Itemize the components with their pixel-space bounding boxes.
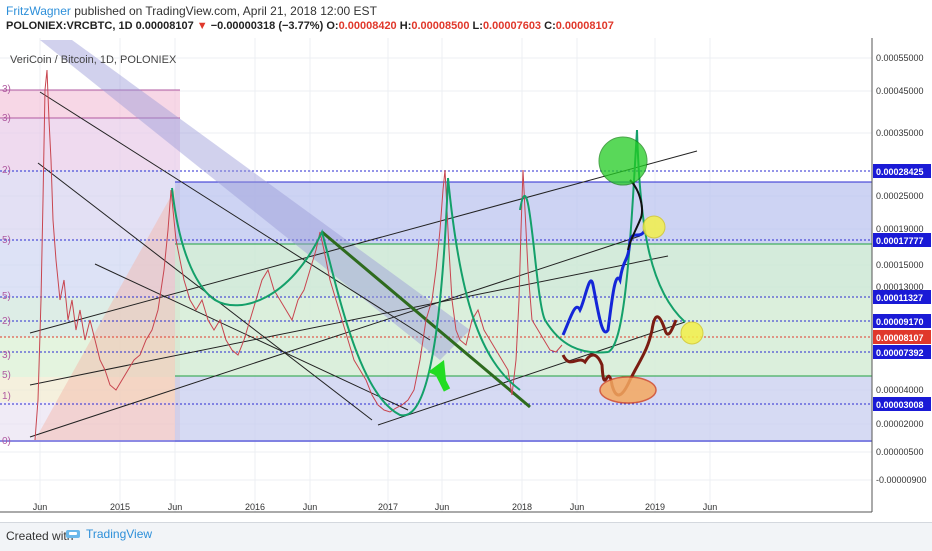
x-tick-label: 2019 xyxy=(645,502,665,512)
y-tick-label: 0.00002000 xyxy=(876,419,924,429)
x-tick-label: Jun xyxy=(303,502,318,512)
y-tick-label: 0.00019000 xyxy=(876,224,924,234)
y-tick-label: 0.00004000 xyxy=(876,385,924,395)
fib-retracement-main xyxy=(0,181,872,442)
y-tick-label: 0.00015000 xyxy=(876,260,924,270)
high-label: H: xyxy=(399,20,412,32)
y-tick-label: 0.00035000 xyxy=(876,128,924,138)
x-tick-label: 2018 xyxy=(512,502,532,512)
low-label: L: xyxy=(472,20,483,32)
price-change: −0.00000318 (−3.77%) xyxy=(210,20,324,32)
fib-left-label: 3) xyxy=(2,84,11,95)
fib-left-label: 1) xyxy=(2,391,11,402)
trend-lines xyxy=(29,91,698,438)
fib-left-labels: 3) 3) 2) 5) 5) 2) 3) 5) 1) 0) xyxy=(2,84,11,447)
chart-header: FritzWagner published on TradingView.com… xyxy=(0,0,932,36)
y-tick-label: 0.00013000 xyxy=(876,282,924,292)
close-label: C: xyxy=(544,20,556,32)
green-projection-curve-1 xyxy=(171,177,449,417)
price-badge-label: 0.00011327 xyxy=(876,293,923,303)
x-tick-label: Jun xyxy=(703,502,718,512)
y-tick-label: 0.00000500 xyxy=(876,447,924,457)
fib-left-label: 2) xyxy=(2,316,11,327)
fib-left-label: 3) xyxy=(2,350,11,361)
fib-left-label: 3) xyxy=(2,113,11,124)
fib-left-label: 0) xyxy=(2,436,11,447)
open-value: 0.00008420 xyxy=(338,20,397,32)
publish-line: FritzWagner published on TradingView.com… xyxy=(6,4,377,18)
tradingview-link[interactable]: TradingView xyxy=(66,527,152,541)
price-badge-label: 0.00028425 xyxy=(876,167,924,177)
x-tick-label: 2017 xyxy=(378,502,398,512)
x-tick-labels: Jun 2015 Jun 2016 Jun 2017 Jun 2018 Jun … xyxy=(33,502,718,512)
black-projection xyxy=(627,179,643,251)
y-tick-label: 0.00025000 xyxy=(876,191,924,201)
y-tick-label: 0.00045000 xyxy=(876,86,924,96)
fib-retracement-left xyxy=(0,89,180,442)
green-target-circle xyxy=(598,136,648,186)
high-value: 0.00008500 xyxy=(411,20,470,32)
symbol-label: POLONIEX:VRCBTC, 1D xyxy=(6,20,133,32)
chart-title: VeriCoin / Bitcoin, 1D, POLONIEX xyxy=(10,54,177,66)
price-badge-label: 0.00008107 xyxy=(876,333,924,343)
open-label: O: xyxy=(326,20,339,32)
price-badges: 0.00028425 0.00017777 0.00011327 0.00009… xyxy=(873,164,931,411)
y-tick-labels: 0.00055000 0.00045000 0.00035000 0.00025… xyxy=(876,53,927,485)
price-badge-label: 0.00009170 xyxy=(876,317,924,327)
y-tick-label: 0.00055000 xyxy=(876,53,924,63)
low-value: 0.00007603 xyxy=(482,20,542,32)
descending-channel-band xyxy=(40,40,470,360)
fib-left-label: 5) xyxy=(2,291,11,302)
price-axis xyxy=(872,38,932,512)
fib-left-label: 5) xyxy=(2,370,11,381)
x-tick-label: Jun xyxy=(168,502,183,512)
tradingview-logo-icon xyxy=(66,528,82,540)
down-triangle-icon: ▼ xyxy=(196,20,208,32)
x-tick-label: 2016 xyxy=(245,502,265,512)
fib-left-label: 5) xyxy=(2,235,11,246)
x-tick-label: 2015 xyxy=(110,502,130,512)
created-with-text: Created with xyxy=(6,529,74,543)
yellow-circle-upper xyxy=(642,215,666,239)
orange-support-ellipse xyxy=(599,376,657,404)
green-up-arrow-icon xyxy=(428,360,451,392)
close-value: 0.00008107 xyxy=(555,20,614,32)
author-link[interactable]: FritzWagner xyxy=(6,4,71,18)
x-tick-label: Jun xyxy=(33,502,48,512)
last-price: 0.00008107 xyxy=(135,20,194,32)
published-text: published on TradingView.com, April 21, … xyxy=(74,4,377,18)
price-badge-label: 0.00003008 xyxy=(876,400,924,410)
x-tick-label: Jun xyxy=(435,502,450,512)
price-badge-label: 0.00017777 xyxy=(876,236,924,246)
price-series xyxy=(34,69,563,441)
yellow-circle-lower xyxy=(680,321,704,345)
footer: Created with TradingView xyxy=(0,522,932,551)
ohlc-line: POLONIEX:VRCBTC, 1D 0.00008107 ▼ −0.0000… xyxy=(6,20,614,32)
price-badge-label: 0.00007392 xyxy=(876,348,924,358)
x-tick-label: Jun xyxy=(570,502,585,512)
tradingview-label: TradingView xyxy=(86,527,153,541)
y-tick-label: -0.00000900 xyxy=(876,475,927,485)
fib-left-label: 2) xyxy=(2,165,11,176)
blue-projection xyxy=(561,229,647,336)
